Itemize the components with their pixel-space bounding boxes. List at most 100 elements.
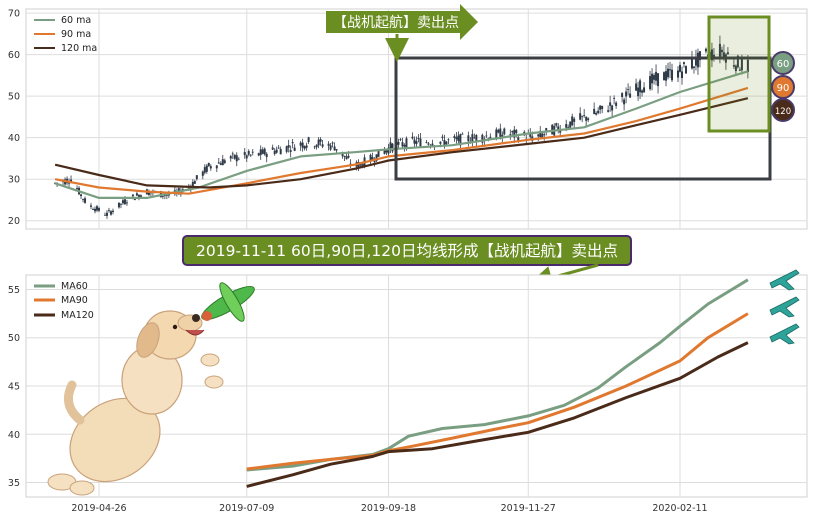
candle-body <box>397 141 400 145</box>
candle-body <box>205 165 208 172</box>
top-legend-ma60: 60 ma <box>61 15 91 26</box>
candle-body <box>273 150 276 155</box>
candle-body <box>249 154 252 156</box>
candle-body <box>221 159 224 166</box>
candle-body <box>473 137 476 139</box>
candle-body <box>485 135 488 137</box>
candle-body <box>405 138 408 149</box>
candle-body <box>105 212 108 216</box>
candle-body <box>537 134 540 137</box>
candle-body <box>732 65 735 67</box>
signal-banner: 2019-11-11 60日,90日,120日均线形成【战机起航】卖出点 <box>182 235 632 266</box>
top-y-tick-label: 70 <box>8 9 20 20</box>
candle-body <box>195 175 198 180</box>
badge-120-label: 120 <box>775 107 791 117</box>
candle-body <box>235 155 238 162</box>
candle-body <box>369 154 372 162</box>
candle-body <box>215 165 218 169</box>
candle-body <box>653 75 656 80</box>
candle-body <box>391 143 394 152</box>
candle-body <box>321 144 324 147</box>
candle-body <box>237 158 240 160</box>
top-legend: 60 ma 90 ma 120 ma <box>34 15 97 54</box>
candle-body <box>80 194 83 197</box>
candle-body <box>373 160 376 163</box>
candle-body <box>401 142 404 147</box>
plane-icon-ma60 <box>769 269 800 291</box>
candle-body <box>257 153 260 156</box>
candle-body <box>119 203 122 205</box>
candle-body <box>263 148 266 155</box>
x-tick-label: 2020-02-11 <box>652 503 707 514</box>
candle-body <box>445 141 448 145</box>
candle-body <box>637 87 640 97</box>
candle-body <box>541 133 544 138</box>
candle-body <box>639 80 642 93</box>
bottom-line-MA90 <box>246 312 749 471</box>
candle-body <box>98 208 100 211</box>
candle-body <box>635 83 638 91</box>
candle-body <box>738 69 741 71</box>
candle-body <box>251 151 254 153</box>
candle-body <box>649 76 652 90</box>
x-tick-label: 2019-09-18 <box>361 503 416 514</box>
candle-body <box>135 193 138 196</box>
candle-body <box>698 51 701 61</box>
candle-body <box>293 147 296 151</box>
candle-body <box>557 126 560 131</box>
top-y-axis: 20 30 40 50 60 70 <box>8 9 20 228</box>
candle-body <box>543 134 546 136</box>
candle-body <box>583 115 586 116</box>
candle-body <box>704 48 707 52</box>
candle-body <box>137 195 140 199</box>
candle-body <box>621 93 624 97</box>
candle-body <box>411 136 414 139</box>
candle-body <box>459 134 462 146</box>
candle-body <box>439 141 442 144</box>
candle-body <box>696 52 699 68</box>
candle-body <box>68 182 71 184</box>
plane-icon-ma90 <box>769 296 800 318</box>
candle-body <box>399 139 402 141</box>
candle-body <box>123 199 126 205</box>
candle-body <box>690 58 693 69</box>
candle-body <box>315 144 318 148</box>
candle-body <box>229 156 232 159</box>
arrow-label-text: 【战机起航】卖出点 <box>333 15 459 31</box>
candle-body <box>343 155 346 157</box>
candle-body <box>203 167 206 173</box>
candle-body <box>371 157 374 160</box>
candle-body <box>569 121 572 128</box>
bottom-y-tick-label: 50 <box>8 333 20 344</box>
candle-body <box>573 118 576 122</box>
candle-body <box>345 156 348 160</box>
candle-body <box>121 200 124 204</box>
candle-body <box>461 133 464 135</box>
candle-body <box>722 52 725 59</box>
candle-body <box>301 142 304 148</box>
candle-body <box>641 90 644 93</box>
top-ma-lines <box>54 70 749 199</box>
candle-body <box>467 135 470 142</box>
candle-body <box>457 135 460 142</box>
candle-body <box>377 149 380 157</box>
badge-120: 120 <box>771 98 795 122</box>
candle-body <box>383 150 386 154</box>
candle-body <box>579 113 582 120</box>
candle-body <box>70 179 73 183</box>
x-tick-label: 2019-04-26 <box>71 503 126 514</box>
candle-body <box>443 140 446 146</box>
candle-body <box>357 162 360 169</box>
candle-body <box>495 129 498 138</box>
candle-body <box>679 64 681 72</box>
candle-body <box>746 59 749 73</box>
candle-body <box>133 199 136 201</box>
candle-body <box>609 102 612 106</box>
candle-body <box>453 136 456 138</box>
x-tick-label: 2019-11-27 <box>501 503 556 514</box>
candle-body <box>303 146 306 149</box>
candle-body <box>201 171 204 176</box>
candle-body <box>431 143 434 147</box>
candle-body <box>497 129 500 133</box>
